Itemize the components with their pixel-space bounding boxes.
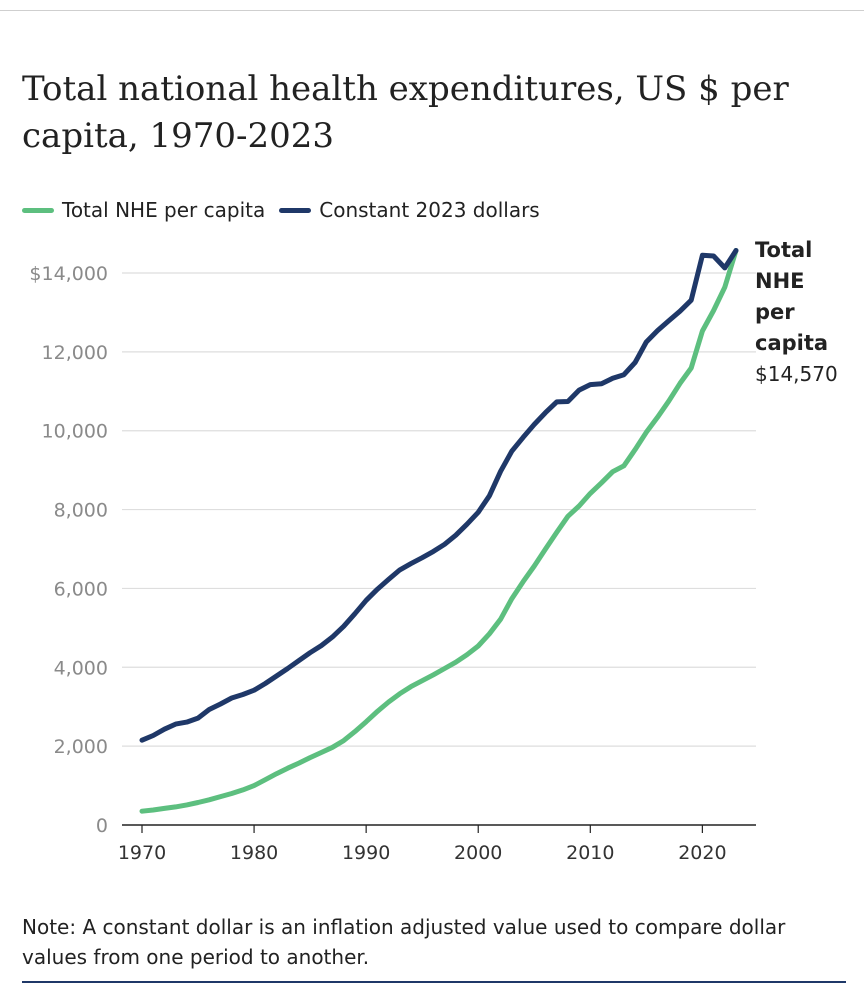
end-label-text: capita xyxy=(755,331,828,355)
x-tick-label: 1990 xyxy=(342,842,390,864)
legend-item-constant-dollars: Constant 2023 dollars xyxy=(279,198,540,222)
y-tick-label: 6,000 xyxy=(54,578,108,600)
end-label-text: per xyxy=(755,300,795,324)
end-label-value: $14,570 xyxy=(755,362,838,386)
y-tick-label: $14,000 xyxy=(29,263,108,285)
x-tick-label: 2000 xyxy=(454,842,502,864)
legend-label-constant-dollars: Constant 2023 dollars xyxy=(319,198,540,222)
legend-swatch-total-nhe xyxy=(22,207,54,213)
series-line-total-nhe xyxy=(139,248,739,814)
legend-item-total-nhe: Total NHE per capita xyxy=(22,198,265,222)
y-tick-label: 8,000 xyxy=(54,500,108,522)
y-tick-label: 10,000 xyxy=(42,421,108,443)
end-label-text: Total xyxy=(755,238,812,262)
end-label-text: NHE xyxy=(755,269,805,293)
top-divider xyxy=(0,10,864,11)
chart-title: Total national health expenditures, US $… xyxy=(22,69,789,156)
y-tick-label: 0 xyxy=(96,815,108,837)
legend: Total NHE per capita Constant 2023 dolla… xyxy=(22,196,554,224)
bottom-divider xyxy=(22,981,846,983)
x-tick-label: 1970 xyxy=(118,842,166,864)
legend-swatch-constant-dollars xyxy=(279,207,312,213)
footnote: Note: A constant dollar is an inflation … xyxy=(22,915,786,969)
x-tick-label: 2010 xyxy=(566,842,614,864)
x-tick-label: 2020 xyxy=(678,842,726,864)
y-tick-label: 2,000 xyxy=(54,736,108,758)
x-tick-label: 1980 xyxy=(230,842,278,864)
line-chart: 0 2,000 4,000 6,000 8,000 10,000 12,000 $14,000… xyxy=(29,238,838,864)
series-line-constant-dollars xyxy=(139,248,739,743)
y-tick-label: 12,000 xyxy=(42,342,108,364)
y-tick-label: 4,000 xyxy=(54,657,108,679)
legend-label-total-nhe: Total NHE per capita xyxy=(62,198,266,222)
